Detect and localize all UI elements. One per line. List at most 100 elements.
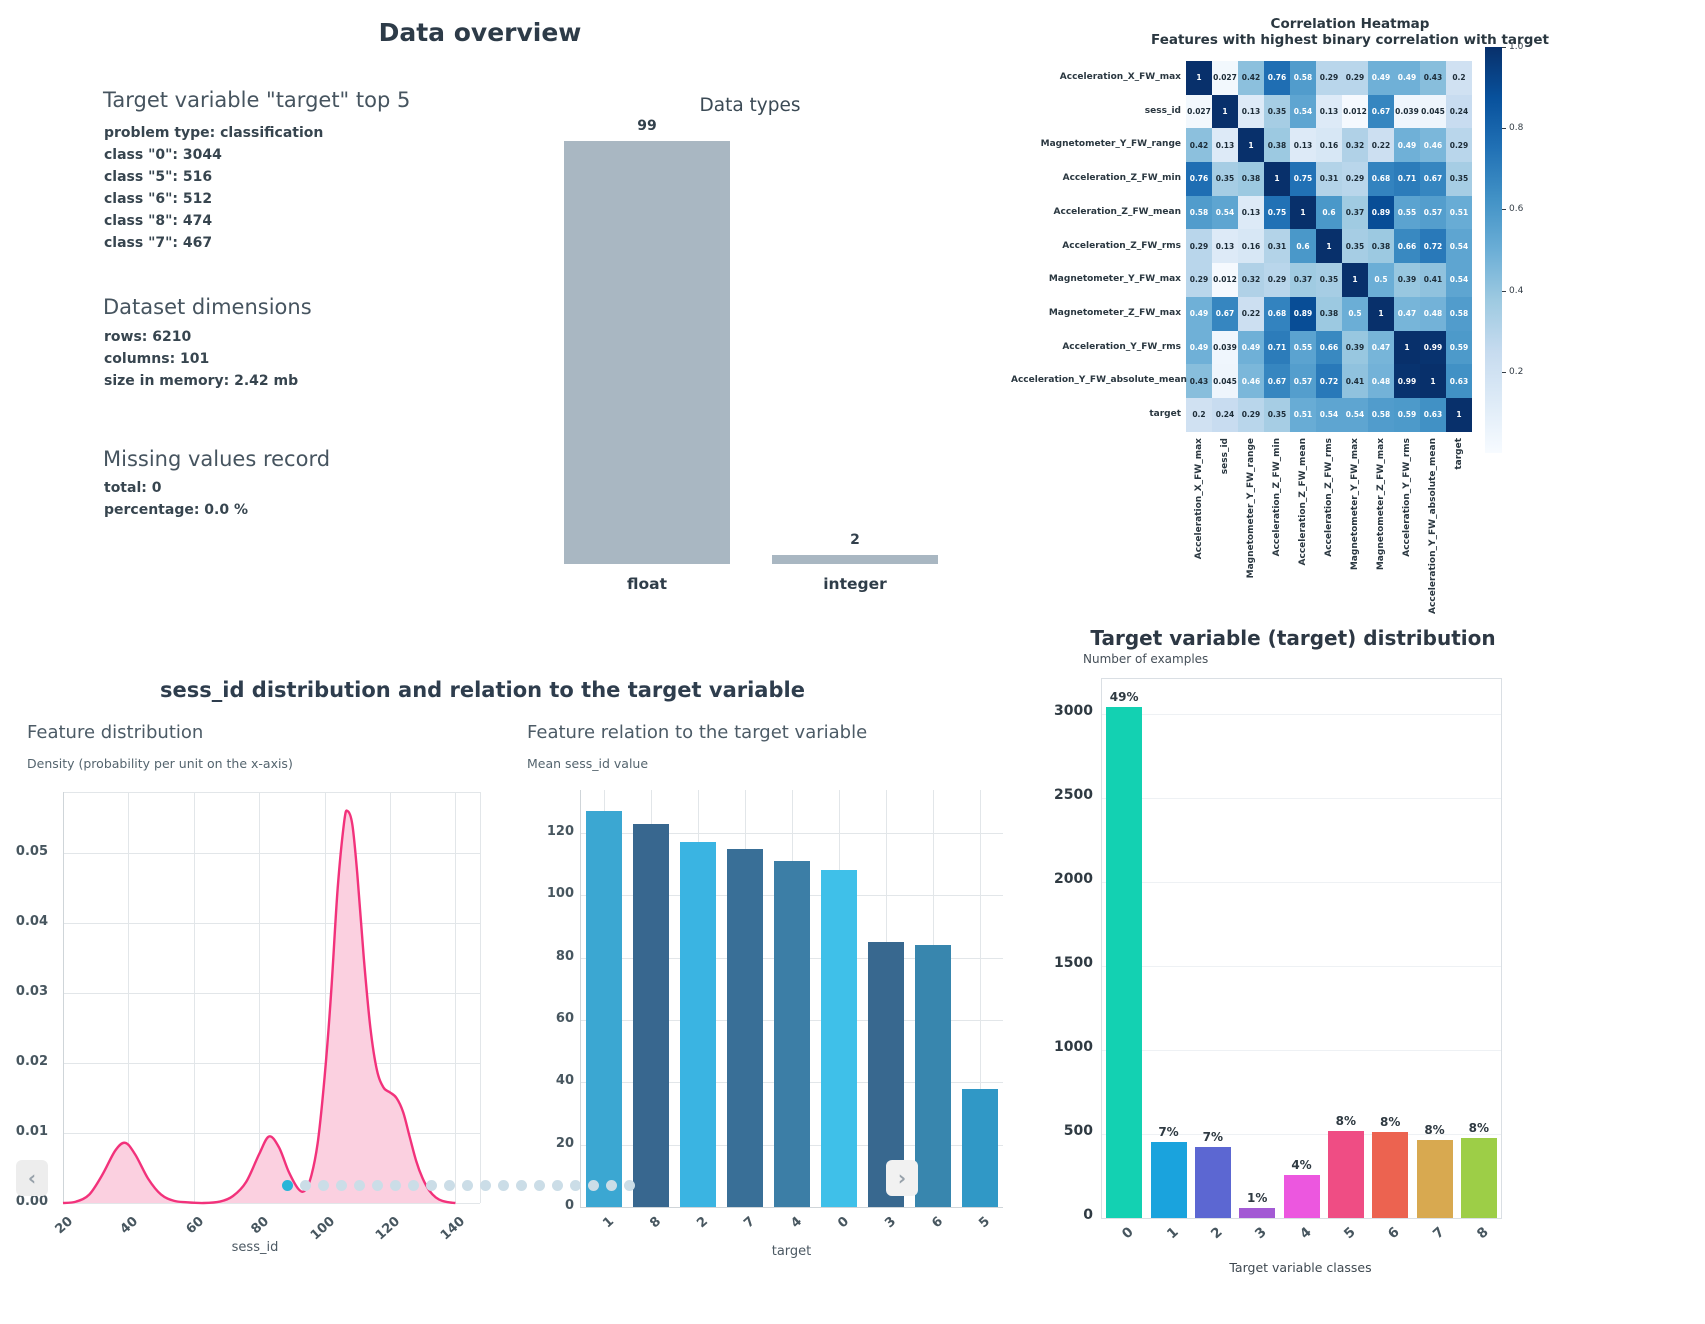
heatmap-cell: 0.41 xyxy=(1342,364,1368,398)
heatmap-cell: 0.43 xyxy=(1420,61,1446,95)
heatmap-cell: 0.35 xyxy=(1316,263,1342,297)
carousel-dot[interactable] xyxy=(624,1180,635,1191)
y-tick-label: 80 xyxy=(555,948,574,964)
carousel-dot[interactable] xyxy=(408,1180,419,1191)
heatmap-cell: 0.55 xyxy=(1394,195,1420,230)
carousel-dot[interactable] xyxy=(354,1180,365,1191)
stat-line: total: 0 xyxy=(104,480,162,496)
y-tick-label: 120 xyxy=(546,823,574,839)
heatmap-cell: 1 xyxy=(1368,296,1394,331)
bar-target-4 xyxy=(773,861,810,1207)
carousel-dot[interactable] xyxy=(588,1180,599,1191)
gridline-horizontal xyxy=(1102,882,1501,883)
heatmap-cell: 0.012 xyxy=(1342,94,1368,129)
bar-class-7 xyxy=(1416,1139,1453,1218)
target-dist-plot: 49% 7% 7% 1% 4% 8% 8% 8% 8% xyxy=(1101,678,1502,1219)
heatmap-column-label: Acceleration_Z_FW_rms xyxy=(1323,437,1334,557)
heatmap-cell: 0.57 xyxy=(1290,364,1316,398)
heatmap-cell: 0.16 xyxy=(1316,128,1342,163)
stat-line: columns: 101 xyxy=(104,351,210,367)
carousel-dot[interactable] xyxy=(300,1180,311,1191)
stat-line: class "0": 3044 xyxy=(104,147,222,163)
carousel-dot[interactable] xyxy=(426,1180,437,1191)
heatmap-cell: 0.58 xyxy=(1186,195,1212,230)
carousel-dot[interactable] xyxy=(606,1180,617,1191)
bar-value-label: 2 xyxy=(850,532,860,549)
x-tick-label: 6 xyxy=(1385,1224,1403,1243)
carousel-dot[interactable] xyxy=(480,1180,491,1191)
stat-line: class "8": 474 xyxy=(104,213,213,229)
carousel-dot[interactable] xyxy=(318,1180,329,1191)
heatmap-cell: 0.58 xyxy=(1368,397,1394,432)
x-tick-label: 120 xyxy=(372,1214,404,1244)
y-tick-label: 500 xyxy=(1063,1123,1093,1139)
heatmap-cell: 0.027 xyxy=(1186,94,1212,129)
bar-percent-label: 8% xyxy=(1424,1122,1445,1137)
heatmap-cell: 0.63 xyxy=(1420,397,1446,432)
heatmap-grid: 1 0.027 0.42 0.76 0.58 0.29 0.29 0.49 0.49 0.43 0.… xyxy=(1186,61,1472,432)
heatmap-column-label: target xyxy=(1453,437,1464,470)
relation-axis-caption: Mean sess_id value xyxy=(527,756,649,771)
heatmap-cell: 0.045 xyxy=(1420,94,1446,129)
colorbar-tick-label: 0.4 xyxy=(1509,285,1524,296)
carousel-dot[interactable] xyxy=(336,1180,347,1191)
heatmap-cell: 1 xyxy=(1186,61,1212,95)
heatmap-cell: 0.89 xyxy=(1368,195,1394,230)
heatmap-cell: 0.54 xyxy=(1342,397,1368,432)
bar-float xyxy=(564,141,730,564)
heatmap-row-label: Acceleration_Y_FW_absolute_mean xyxy=(1011,375,1187,386)
y-tick-label: 0.00 xyxy=(15,1194,48,1209)
heatmap-cell: 0.13 xyxy=(1316,94,1342,129)
gridline-vertical xyxy=(259,792,261,1203)
heatmap-cell: 1 xyxy=(1342,263,1368,297)
heatmap-cell: 0.29 xyxy=(1342,61,1368,95)
y-tick-label: 1000 xyxy=(1054,1039,1093,1055)
heatmap-cell: 0.54 xyxy=(1446,263,1472,297)
stat-line: problem type: classification xyxy=(104,125,324,141)
heatmap-cell: 0.37 xyxy=(1342,195,1368,230)
carousel-dot[interactable] xyxy=(516,1180,527,1191)
colorbar-tick-mark xyxy=(1502,371,1506,373)
y-axis-spine xyxy=(580,790,581,1207)
bar-percent-label: 8% xyxy=(1468,1121,1490,1136)
carousel-dot[interactable] xyxy=(372,1180,383,1191)
carousel-dot[interactable] xyxy=(570,1180,581,1191)
data-types-title: Data types xyxy=(699,95,801,116)
carousel-next-button[interactable]: › xyxy=(886,1160,918,1196)
heatmap-cell: 0.38 xyxy=(1368,229,1394,264)
bar-percent-label: 4% xyxy=(1291,1158,1312,1173)
x-tick-label: 20 xyxy=(52,1214,77,1238)
target-dist-title: Target variable (target) distribution xyxy=(1090,626,1496,650)
carousel-dot[interactable] xyxy=(552,1180,563,1191)
carousel-dot[interactable] xyxy=(282,1180,293,1191)
heatmap-cell: 0.29 xyxy=(1316,61,1342,95)
colorbar-tick-label: 1.0 xyxy=(1509,42,1524,52)
heatmap-cell: 0.29 xyxy=(1186,263,1212,297)
bar-class-6 xyxy=(1372,1131,1409,1218)
bar-percent-label: 7% xyxy=(1158,1125,1179,1140)
carousel-dot[interactable] xyxy=(498,1180,509,1191)
heatmap-cell: 0.76 xyxy=(1186,162,1212,196)
carousel-dot[interactable] xyxy=(444,1180,455,1191)
heatmap-cell: 0.38 xyxy=(1316,296,1342,331)
colorbar-tick-mark xyxy=(1502,128,1506,130)
heatmap-cell: 0.49 xyxy=(1368,61,1394,95)
heatmap-cell: 0.16 xyxy=(1238,229,1264,264)
dist-panel-title: sess_id distribution and relation to the… xyxy=(160,678,805,702)
heatmap-column-label: sess_id xyxy=(1219,437,1230,474)
carousel-dot[interactable] xyxy=(462,1180,473,1191)
heatmap-column-label: Acceleration_Y_FW_rms xyxy=(1401,437,1412,557)
heatmap-cell: 0.59 xyxy=(1394,397,1420,432)
target-top5-stats: problem type: classification class "0": 3… xyxy=(104,122,323,254)
density-axis-caption: Density (probability per unit on the x-a… xyxy=(27,756,293,771)
carousel-dot[interactable] xyxy=(534,1180,545,1191)
y-tick-label: 100 xyxy=(546,886,574,902)
carousel-prev-button[interactable]: ‹ xyxy=(16,1160,48,1196)
heatmap-cell: 0.13 xyxy=(1212,229,1238,264)
heatmap-cell: 0.49 xyxy=(1186,330,1212,365)
heatmap-cell: 0.71 xyxy=(1264,330,1290,365)
heatmap-cell: 0.39 xyxy=(1342,330,1368,365)
heatmap-cell: 0.58 xyxy=(1290,61,1316,95)
carousel-dot[interactable] xyxy=(390,1180,401,1191)
heatmap-cell: 0.67 xyxy=(1212,296,1238,331)
